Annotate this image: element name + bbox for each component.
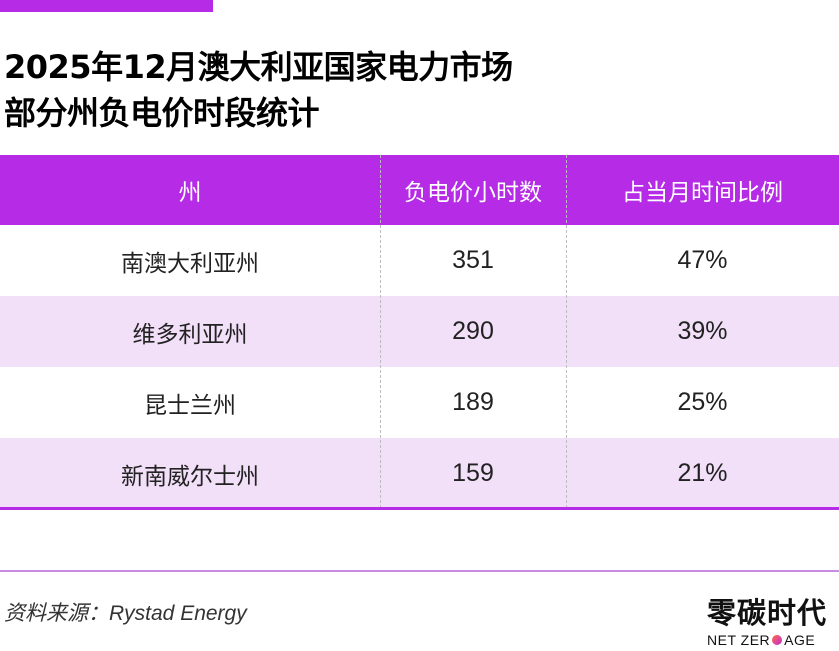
title-line-2: 部分州负电价时段统计 (4, 94, 320, 132)
cell-state: 昆士兰州 (144, 392, 236, 419)
cell-hours: 159 (452, 459, 494, 487)
footer-divider (0, 570, 839, 572)
cell-share: 25% (677, 388, 728, 416)
cell-state: 维多利亚州 (132, 321, 248, 348)
cell-share: 39% (677, 317, 728, 345)
cell-share: 21% (677, 459, 728, 487)
cell-hours: 290 (452, 317, 494, 345)
brand-logo: 零碳时代 NET ZER AGE (707, 598, 832, 648)
column-divider (380, 155, 381, 508)
logo-en-left: NET ZER (707, 632, 771, 648)
cell-share: 47% (677, 246, 728, 274)
table-row: 昆士兰州 189 25% (0, 367, 839, 438)
cell-hours: 351 (452, 246, 494, 274)
table-row: 南澳大利亚州 351 47% (0, 225, 839, 296)
logo-dot-icon (772, 635, 783, 645)
table-header-row: 州 负电价小时数 占当月时间比例 (0, 155, 839, 225)
table-row: 维多利亚州 290 39% (0, 296, 839, 367)
page-title: 2025年12月澳大利亚国家电力市场 部分州负电价时段统计 (4, 44, 824, 136)
header-negative-price-hours: 负电价小时数 (404, 180, 542, 206)
cell-hours: 189 (452, 388, 494, 416)
table-bottom-border (0, 507, 839, 510)
header-state: 州 (178, 180, 202, 206)
logo-en-right: AGE (784, 632, 816, 648)
top-accent-bar (0, 0, 213, 12)
logo-chinese-text: 零碳时代 (707, 596, 828, 630)
title-line-1: 2025年12月澳大利亚国家电力市场 (4, 48, 513, 86)
header-month-share: 占当月时间比例 (622, 180, 783, 206)
logo-english-text: NET ZER AGE (707, 632, 832, 648)
table-row: 新南威尔士州 159 21% (0, 438, 839, 509)
cell-state: 新南威尔士州 (121, 463, 259, 490)
data-table: 州 负电价小时数 占当月时间比例 南澳大利亚州 351 47% 维多利亚州 29… (0, 155, 839, 509)
cell-state: 南澳大利亚州 (121, 250, 259, 277)
column-divider (566, 155, 567, 508)
source-note: 资料来源：Rystad Energy (4, 602, 247, 625)
